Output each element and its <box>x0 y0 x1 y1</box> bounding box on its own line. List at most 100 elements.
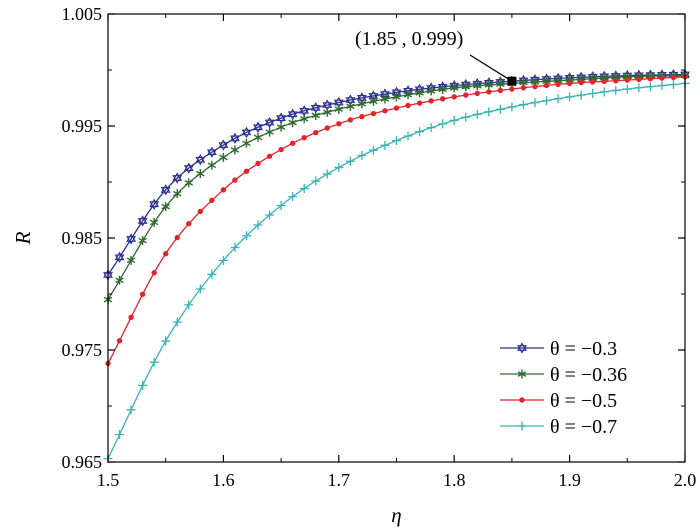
data-point <box>115 430 125 440</box>
point-dot <box>463 92 469 98</box>
series-line <box>107 76 686 364</box>
point-star-b <box>380 91 390 100</box>
data-point <box>288 118 297 128</box>
point-asterisk <box>357 99 367 109</box>
point-dot <box>613 78 619 84</box>
data-point <box>380 140 390 150</box>
data-point <box>543 82 550 89</box>
point-plus <box>115 430 125 440</box>
data-point <box>624 77 630 83</box>
legend-item: θ = −0.7 <box>500 416 617 438</box>
data-point <box>230 145 240 155</box>
data-point <box>336 121 342 127</box>
point-asterisk <box>311 110 320 120</box>
point-star-b <box>264 119 275 129</box>
y-tick-label: 0.985 <box>62 228 103 248</box>
data-point <box>276 201 286 211</box>
point-star-b <box>195 156 206 166</box>
point-asterisk <box>461 82 470 92</box>
data-point <box>186 221 192 227</box>
data-point <box>232 177 238 183</box>
point-plus <box>565 92 575 102</box>
data-point <box>451 94 457 100</box>
point-dot <box>174 234 180 241</box>
point-plus <box>172 317 182 327</box>
point-plus <box>195 284 205 294</box>
point-plus <box>357 151 367 161</box>
point-asterisk <box>496 79 505 89</box>
data-point <box>484 107 494 117</box>
data-point <box>380 94 390 104</box>
data-point <box>137 215 148 227</box>
point-plus <box>426 123 436 133</box>
data-point <box>323 107 332 117</box>
point-star-b <box>241 129 252 139</box>
data-point <box>299 184 309 194</box>
point-asterisk <box>517 369 527 379</box>
data-point <box>403 131 413 141</box>
data-point <box>438 119 448 129</box>
point-plus <box>311 176 321 186</box>
data-point <box>184 178 194 188</box>
data-point <box>611 85 621 95</box>
point-star-b <box>172 175 183 184</box>
legend-label: θ = −0.36 <box>550 364 627 386</box>
data-point <box>647 76 654 82</box>
data-point <box>532 83 538 90</box>
data-point <box>428 98 434 104</box>
point-asterisk <box>253 132 263 142</box>
point-dot <box>589 79 596 85</box>
point-asterisk <box>265 127 274 137</box>
data-point <box>497 87 504 94</box>
point-star-a <box>172 172 183 181</box>
point-asterisk <box>242 138 251 148</box>
data-point <box>555 81 561 88</box>
point-star-b <box>276 115 287 124</box>
data-point <box>668 80 678 90</box>
point-plus <box>218 255 228 265</box>
data-point <box>438 84 447 94</box>
data-point <box>230 243 240 253</box>
data-point <box>578 79 584 86</box>
point-star-a <box>276 112 287 122</box>
data-point <box>311 110 320 120</box>
point-dot <box>636 76 642 83</box>
data-point <box>288 192 298 202</box>
data-point <box>565 92 575 102</box>
point-asterisk <box>230 145 240 155</box>
data-point <box>484 80 494 90</box>
point-asterisk <box>288 118 297 128</box>
point-asterisk <box>380 94 390 104</box>
data-point <box>368 145 378 155</box>
point-dot <box>566 80 573 87</box>
point-star-a <box>126 233 137 242</box>
data-point <box>195 154 206 166</box>
point-plus <box>507 102 517 112</box>
data-point <box>426 86 436 96</box>
data-point <box>287 108 298 120</box>
point-plus <box>230 243 240 253</box>
annotation: (1.85 , 0.999) <box>355 28 517 86</box>
point-dot <box>278 146 284 153</box>
point-asterisk <box>138 236 147 246</box>
series-line <box>107 73 686 276</box>
data-point <box>149 198 160 210</box>
data-point <box>517 421 527 431</box>
point-star-a <box>137 215 148 224</box>
point-plus <box>207 269 217 279</box>
point-plus <box>345 156 355 166</box>
y-tick-label: 0.975 <box>62 340 103 360</box>
data-point <box>495 104 505 114</box>
point-star-a <box>264 116 275 126</box>
legend: θ = −0.3 θ = −0.36 θ = −0.5 θ = −0.7 <box>500 338 627 438</box>
point-star-b <box>322 102 333 111</box>
point-star-b <box>391 89 402 99</box>
data-point <box>634 83 644 93</box>
point-dot <box>128 314 134 321</box>
point-star-a <box>149 198 160 208</box>
point-star-a <box>517 342 527 351</box>
point-asterisk <box>161 202 170 212</box>
point-plus <box>611 85 621 95</box>
x-tick-label: 1.9 <box>558 470 581 490</box>
data-point <box>160 184 171 196</box>
